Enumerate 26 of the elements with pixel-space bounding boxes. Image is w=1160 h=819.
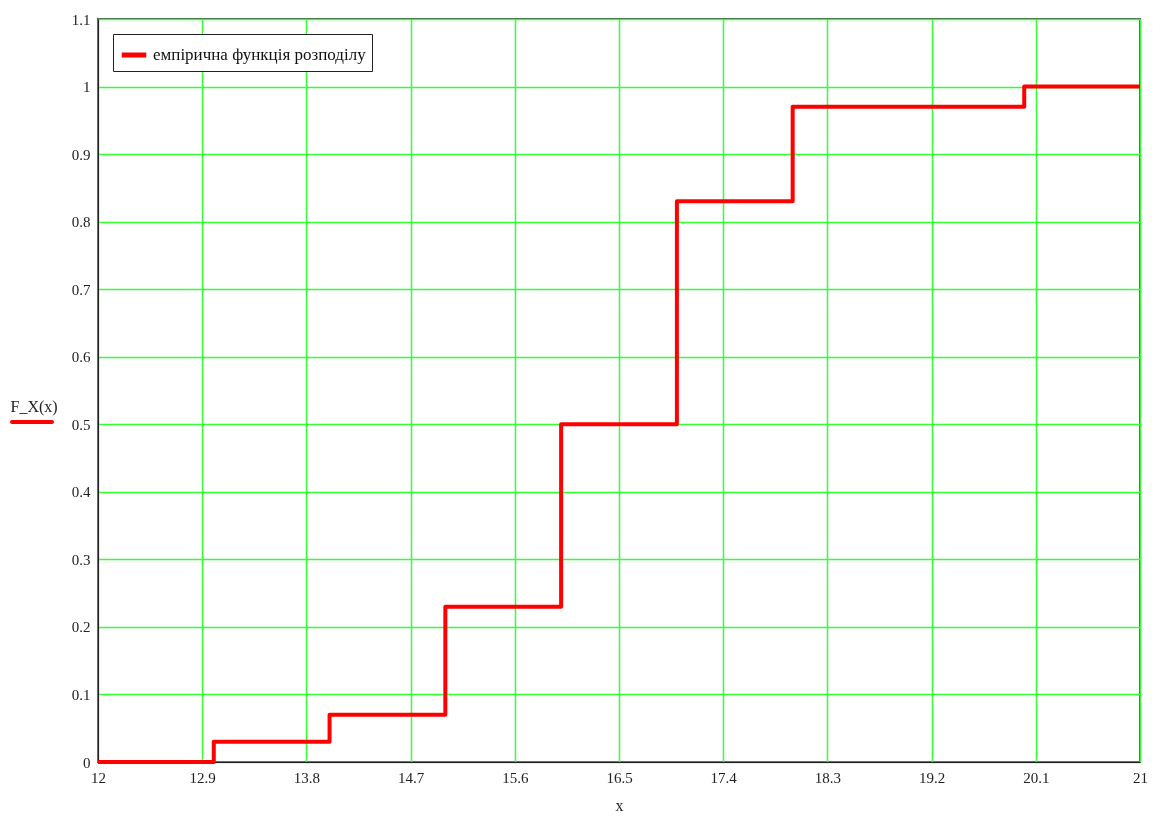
y-tick-label: 0.5 xyxy=(71,416,91,433)
x-tick-label: 16.5 xyxy=(606,769,633,786)
y-tick-label: 0.6 xyxy=(71,349,91,366)
y-tick-label: 0.4 xyxy=(71,484,91,501)
legend-label: емпірична функція розподілу xyxy=(153,45,367,64)
y-tick-label: 0 xyxy=(83,754,91,771)
x-tick-label: 21 xyxy=(1133,769,1148,786)
y-tick-label: 1.1 xyxy=(71,11,91,28)
x-tick-label: 15.6 xyxy=(502,769,529,786)
y-tick-label: 0.9 xyxy=(71,146,91,163)
x-tick-label: 20.1 xyxy=(1023,769,1050,786)
y-tick-label: 0.1 xyxy=(71,686,91,703)
x-tick-label: 18.3 xyxy=(814,769,842,786)
x-tick-label: 19.2 xyxy=(918,769,946,786)
y-tick-label: 0.2 xyxy=(71,619,91,636)
x-tick-label: 17.4 xyxy=(710,769,738,786)
x-axis-title: x xyxy=(615,796,624,814)
x-tick-label: 12.9 xyxy=(189,769,216,786)
x-tick-label: 14.7 xyxy=(397,769,425,786)
x-tick-label: 12 xyxy=(91,769,106,786)
y-tick-label: 0.8 xyxy=(71,214,91,231)
y-tick-label: 1 xyxy=(83,79,91,96)
x-tick-label: 13.8 xyxy=(293,769,321,786)
y-tick-label: 0.7 xyxy=(71,281,91,298)
y-axis-title: F_X(x) xyxy=(10,397,58,416)
y-tick-label: 0.3 xyxy=(71,551,91,568)
